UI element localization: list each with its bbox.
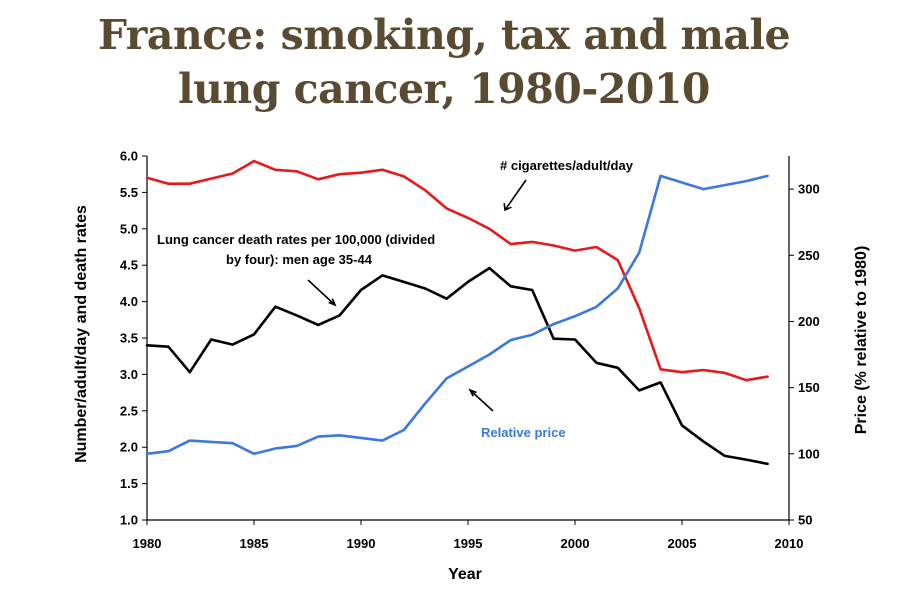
x-tick-label: 2000: [561, 536, 590, 551]
left-y-tick-label: 5.0: [120, 221, 138, 236]
x-axis-title: Year: [448, 566, 482, 583]
left-y-ticks: 1.0 1.5 2.0 2.5 3.0 3.5 4.0 4.5 5.0 5.5 6.0: [120, 149, 147, 528]
x-tick-label: 1995: [454, 536, 483, 551]
left-y-axis-title: Number/adult/day and death rates: [73, 205, 90, 463]
right-y-tick-label: 50: [798, 513, 812, 528]
left-y-tick-label: 4.0: [120, 294, 138, 309]
right-y-ticks: 50 100 150 200 250 300: [789, 182, 820, 528]
x-tick-label: 1985: [240, 536, 269, 551]
series-line-cigarettes: [145, 159, 769, 382]
annotation-cigarettes: # cigarettes/adult/day: [500, 158, 634, 173]
chart-title-line1: France: smoking, tax and male: [97, 11, 791, 59]
chart-title-line2: lung cancer, 1980-2010: [178, 65, 710, 113]
arrow-lung-cancer: [307, 279, 337, 307]
chart-annotations: # cigarettes/adult/day Lung cancer death…: [157, 158, 634, 440]
chart-axes: [146, 156, 790, 521]
x-tick-label: 2010: [775, 536, 804, 551]
right-y-tick-label: 200: [798, 314, 820, 329]
annotation-lung-cancer-line1: Lung cancer death rates per 100,000 (div…: [157, 232, 435, 247]
right-y-axis-title: Price (% relative to 1980): [853, 246, 870, 435]
series-line-price: [145, 174, 769, 456]
right-y-tick-label: 300: [798, 182, 820, 197]
chart-title: France: smoking, tax and male lung cance…: [0, 8, 888, 116]
left-y-tick-label: 6.0: [120, 149, 138, 164]
chart-series: [145, 159, 769, 466]
left-y-tick-label: 5.5: [120, 185, 138, 200]
left-y-tick-label: 1.5: [120, 476, 138, 491]
left-y-tick-label: 2.0: [120, 440, 138, 455]
left-y-tick-label: 3.0: [120, 367, 138, 382]
arrow-relative-price: [468, 388, 494, 412]
x-tick-label: 2005: [668, 536, 697, 551]
left-y-tick-label: 1.0: [120, 513, 138, 528]
x-tick-label: 1980: [133, 536, 162, 551]
left-y-tick-label: 4.5: [120, 258, 138, 273]
right-y-tick-label: 100: [798, 446, 820, 461]
x-tick-label: 1990: [347, 536, 376, 551]
x-ticks: 1980 1985 1990 1995 2000 2005 2010: [133, 520, 804, 551]
right-y-tick-label: 150: [798, 380, 820, 395]
left-y-tick-label: 3.5: [120, 331, 138, 346]
arrow-cigarettes: [503, 179, 527, 212]
annotation-lung-cancer-line2: by four): men age 35-44: [226, 252, 373, 267]
left-y-tick-label: 2.5: [120, 403, 138, 418]
annotation-relative-price: Relative price: [481, 425, 566, 440]
right-y-tick-label: 250: [798, 248, 820, 263]
series-line-lung-cancer: [145, 266, 769, 466]
